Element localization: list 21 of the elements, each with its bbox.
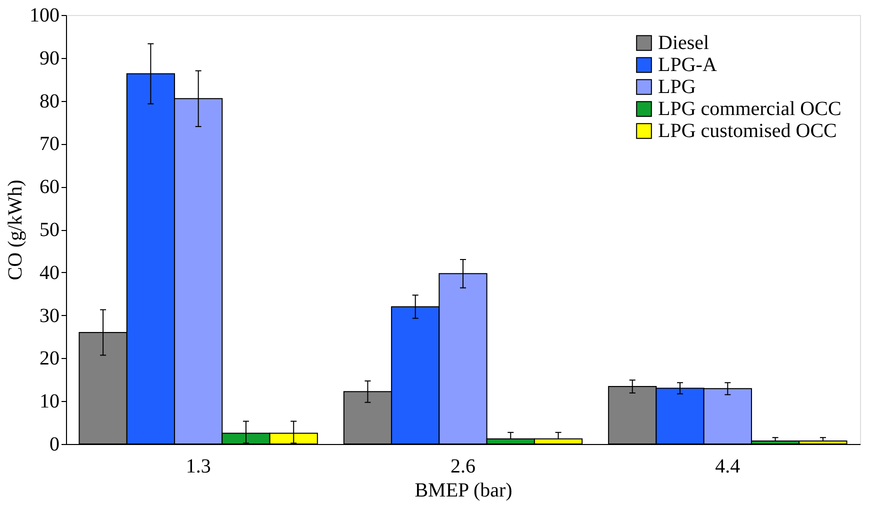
x-tick-label: 4.4 [715, 456, 740, 478]
y-tick-label: 60 [40, 176, 60, 198]
y-tick-label: 10 [40, 390, 60, 413]
y-tick-label: 0 [50, 434, 60, 456]
y-tick-label: 100 [30, 4, 60, 26]
x-axis-title: BMEP (bar) [414, 480, 512, 502]
legend-label: LPG customised OCC [658, 120, 837, 142]
legend-label: LPG [658, 76, 696, 98]
legend-label: LPG-A [658, 54, 718, 76]
legend-label: LPG commercial OCC [658, 98, 842, 120]
legend-label: Diesel [658, 32, 710, 54]
y-tick-label: 40 [40, 262, 60, 284]
y-axis-title: CO (g/kWh) [4, 180, 26, 280]
y-tick-label: 20 [40, 348, 60, 370]
y-tick-label: 80 [40, 90, 60, 112]
y-tick-label: 70 [40, 133, 60, 156]
x-tick-label: 2.6 [450, 456, 476, 478]
y-tick-label: 30 [40, 304, 60, 327]
x-tick-label: 1.3 [186, 456, 211, 478]
y-tick-label: 50 [40, 219, 60, 241]
y-tick-label: 90 [40, 47, 60, 70]
